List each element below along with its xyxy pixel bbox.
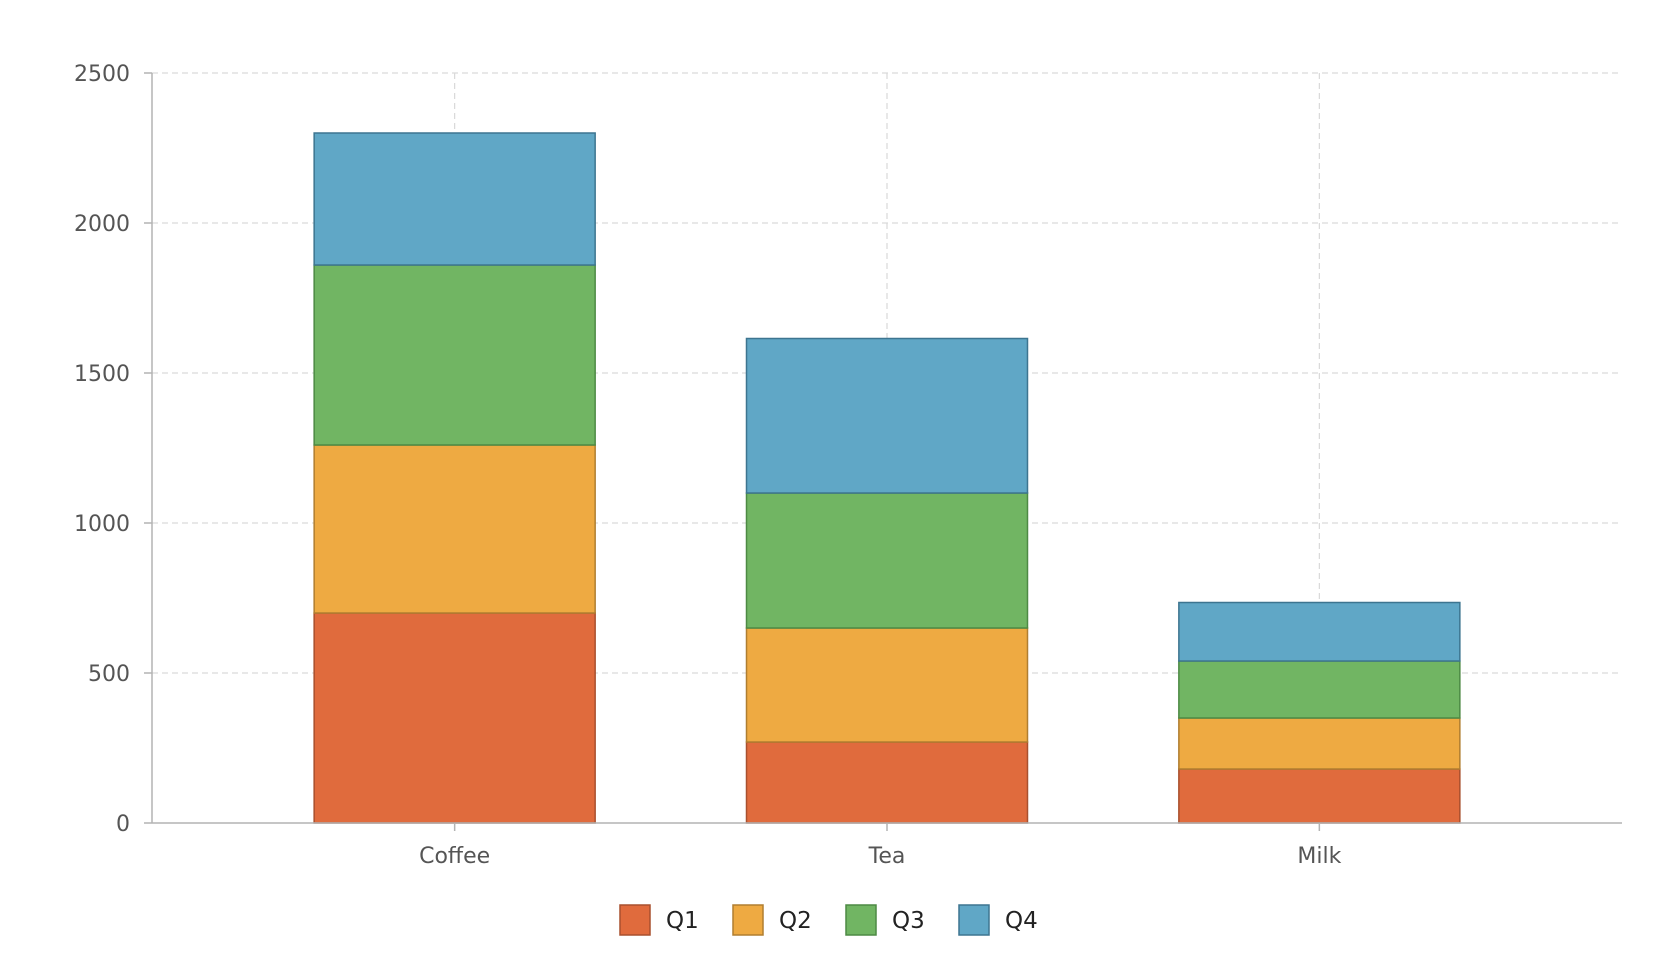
y-tick-label: 0	[116, 812, 130, 837]
legend-label: Q3	[892, 908, 925, 934]
legend: Q1 Q2 Q3 Q4	[619, 904, 1038, 936]
bar-segment-coffee-q2	[313, 444, 596, 614]
legend-label: Q2	[779, 908, 812, 934]
x-tick-label: Milk	[1297, 844, 1341, 869]
x-tick-label: Coffee	[419, 844, 490, 869]
bar-segment-tea-q4	[745, 337, 1029, 494]
bar-segment-coffee-q4	[313, 132, 596, 266]
bar-segment-tea-q2	[745, 627, 1029, 743]
bar-segment-tea-q3	[745, 492, 1029, 629]
y-tick-label: 1500	[74, 362, 130, 387]
axes-layer: 0 500 1000 1500 2000 2500 Coffee Tea Milk	[74, 62, 1622, 869]
bar-segment-milk-q1	[1178, 768, 1461, 824]
y-tick-label: 2000	[74, 212, 130, 237]
legend-label: Q1	[666, 908, 699, 934]
bars-layer	[313, 132, 1461, 824]
legend-label: Q4	[1005, 908, 1038, 934]
legend-swatch	[732, 904, 764, 936]
legend-swatch	[958, 904, 990, 936]
bar-segment-milk-q3	[1178, 660, 1461, 719]
bar-segment-tea-q1	[745, 741, 1029, 824]
bar-segment-coffee-q3	[313, 264, 596, 446]
y-tick-label: 2500	[74, 62, 130, 87]
legend-swatch	[845, 904, 877, 936]
y-tick-label: 500	[88, 662, 130, 687]
y-tick-label: 1000	[74, 512, 130, 537]
bar-segment-milk-q4	[1178, 601, 1461, 662]
x-tick-label: Tea	[868, 844, 906, 869]
legend-swatch	[619, 904, 651, 936]
bar-segment-milk-q2	[1178, 717, 1461, 770]
bar-segment-coffee-q1	[313, 612, 596, 824]
